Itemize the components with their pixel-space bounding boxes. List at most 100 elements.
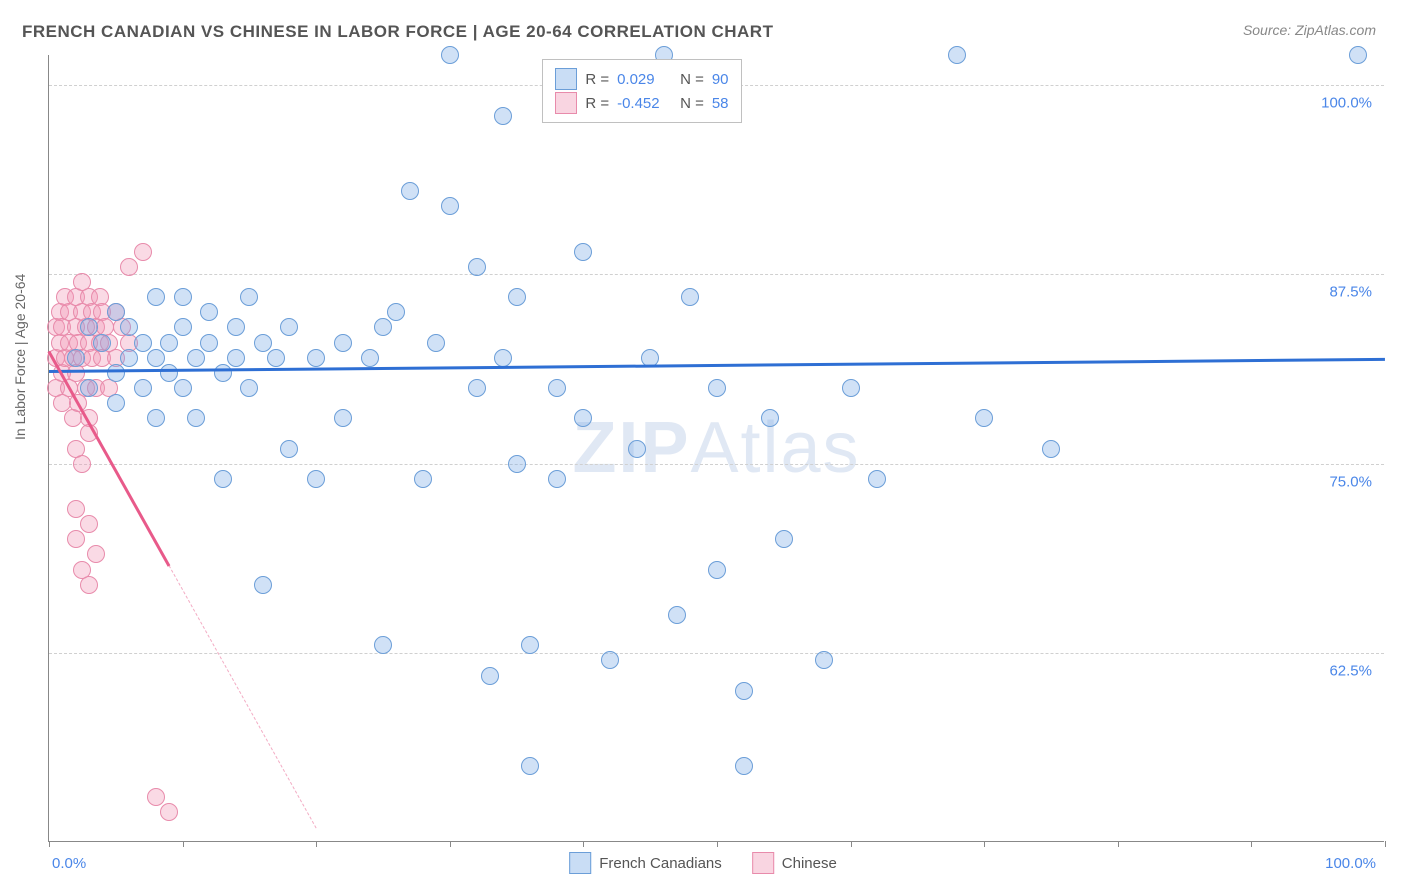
data-point-pink bbox=[147, 788, 165, 806]
legend-series-label: French Canadians bbox=[599, 855, 722, 872]
data-point-blue bbox=[107, 364, 125, 382]
data-point-pink bbox=[80, 576, 98, 594]
legend-row: R =0.029N =90 bbox=[555, 68, 728, 90]
data-point-blue bbox=[214, 364, 232, 382]
data-point-blue bbox=[401, 182, 419, 200]
x-tick bbox=[984, 841, 985, 847]
data-point-blue bbox=[548, 379, 566, 397]
data-point-blue bbox=[975, 409, 993, 427]
data-point-blue bbox=[147, 349, 165, 367]
data-point-blue bbox=[735, 682, 753, 700]
data-point-blue bbox=[200, 334, 218, 352]
data-point-blue bbox=[414, 470, 432, 488]
data-point-blue bbox=[174, 288, 192, 306]
data-point-blue bbox=[267, 349, 285, 367]
data-point-blue bbox=[481, 667, 499, 685]
correlation-legend: R =0.029N =90R =-0.452N =58 bbox=[542, 59, 741, 123]
data-point-blue bbox=[374, 636, 392, 654]
regression-line bbox=[49, 358, 1385, 373]
legend-swatch-blue bbox=[569, 852, 591, 874]
data-point-blue bbox=[668, 606, 686, 624]
chart-container: FRENCH CANADIAN VS CHINESE IN LABOR FORC… bbox=[0, 0, 1406, 892]
legend-n-value: 58 bbox=[712, 95, 729, 112]
legend-r-label: R = bbox=[585, 71, 609, 88]
gridline bbox=[49, 653, 1384, 654]
legend-swatch-pink bbox=[752, 852, 774, 874]
data-point-blue bbox=[240, 379, 258, 397]
legend-series-label: Chinese bbox=[782, 855, 837, 872]
data-point-blue bbox=[441, 197, 459, 215]
x-tick bbox=[583, 841, 584, 847]
legend-n-label: N = bbox=[680, 95, 704, 112]
data-point-blue bbox=[107, 394, 125, 412]
data-point-pink bbox=[67, 530, 85, 548]
x-tick bbox=[183, 841, 184, 847]
data-point-blue bbox=[775, 530, 793, 548]
data-point-blue bbox=[708, 379, 726, 397]
data-point-blue bbox=[80, 318, 98, 336]
data-point-blue bbox=[67, 349, 85, 367]
x-tick bbox=[450, 841, 451, 847]
data-point-blue bbox=[468, 379, 486, 397]
data-point-blue bbox=[1349, 46, 1367, 64]
data-point-blue bbox=[441, 46, 459, 64]
legend-swatch-blue bbox=[555, 68, 577, 90]
data-point-blue bbox=[307, 349, 325, 367]
data-point-blue bbox=[574, 409, 592, 427]
data-point-pink bbox=[80, 515, 98, 533]
x-tick bbox=[851, 841, 852, 847]
x-axis-min-label: 0.0% bbox=[52, 855, 86, 872]
data-point-blue bbox=[187, 409, 205, 427]
data-point-blue bbox=[160, 334, 178, 352]
data-point-blue bbox=[494, 349, 512, 367]
data-point-blue bbox=[1042, 440, 1060, 458]
data-point-pink bbox=[160, 803, 178, 821]
legend-r-value: -0.452 bbox=[617, 95, 672, 112]
data-point-blue bbox=[280, 440, 298, 458]
data-point-blue bbox=[120, 349, 138, 367]
data-point-blue bbox=[120, 318, 138, 336]
data-point-pink bbox=[120, 258, 138, 276]
data-point-blue bbox=[160, 364, 178, 382]
plot-area: ZIPAtlas 62.5%75.0%87.5%100.0% bbox=[48, 55, 1384, 842]
data-point-blue bbox=[494, 107, 512, 125]
data-point-pink bbox=[73, 455, 91, 473]
data-point-pink bbox=[87, 545, 105, 563]
legend-swatch-pink bbox=[555, 92, 577, 114]
y-axis-label: In Labor Force | Age 20-64 bbox=[12, 274, 28, 440]
data-point-blue bbox=[254, 334, 272, 352]
x-tick bbox=[1251, 841, 1252, 847]
data-point-blue bbox=[735, 757, 753, 775]
x-tick bbox=[717, 841, 718, 847]
data-point-blue bbox=[361, 349, 379, 367]
gridline bbox=[49, 464, 1384, 465]
x-tick bbox=[49, 841, 50, 847]
watermark: ZIPAtlas bbox=[572, 407, 860, 489]
y-tick-label: 87.5% bbox=[1329, 284, 1372, 301]
data-point-blue bbox=[868, 470, 886, 488]
legend-r-label: R = bbox=[585, 95, 609, 112]
data-point-blue bbox=[761, 409, 779, 427]
data-point-blue bbox=[187, 349, 205, 367]
data-point-blue bbox=[508, 455, 526, 473]
legend-n-value: 90 bbox=[712, 71, 729, 88]
data-point-blue bbox=[80, 379, 98, 397]
chart-title: FRENCH CANADIAN VS CHINESE IN LABOR FORC… bbox=[22, 22, 773, 42]
data-point-blue bbox=[227, 349, 245, 367]
data-point-blue bbox=[200, 303, 218, 321]
data-point-pink bbox=[67, 500, 85, 518]
y-tick-label: 75.0% bbox=[1329, 473, 1372, 490]
series-legend: French Canadians Chinese bbox=[569, 852, 837, 874]
data-point-blue bbox=[254, 576, 272, 594]
data-point-blue bbox=[280, 318, 298, 336]
data-point-blue bbox=[240, 288, 258, 306]
data-point-blue bbox=[948, 46, 966, 64]
data-point-pink bbox=[134, 243, 152, 261]
x-axis-max-label: 100.0% bbox=[1325, 855, 1376, 872]
x-tick bbox=[1385, 841, 1386, 847]
data-point-blue bbox=[93, 334, 111, 352]
legend-item: Chinese bbox=[752, 852, 837, 874]
data-point-blue bbox=[601, 651, 619, 669]
regression-line bbox=[169, 565, 317, 828]
data-point-blue bbox=[227, 318, 245, 336]
